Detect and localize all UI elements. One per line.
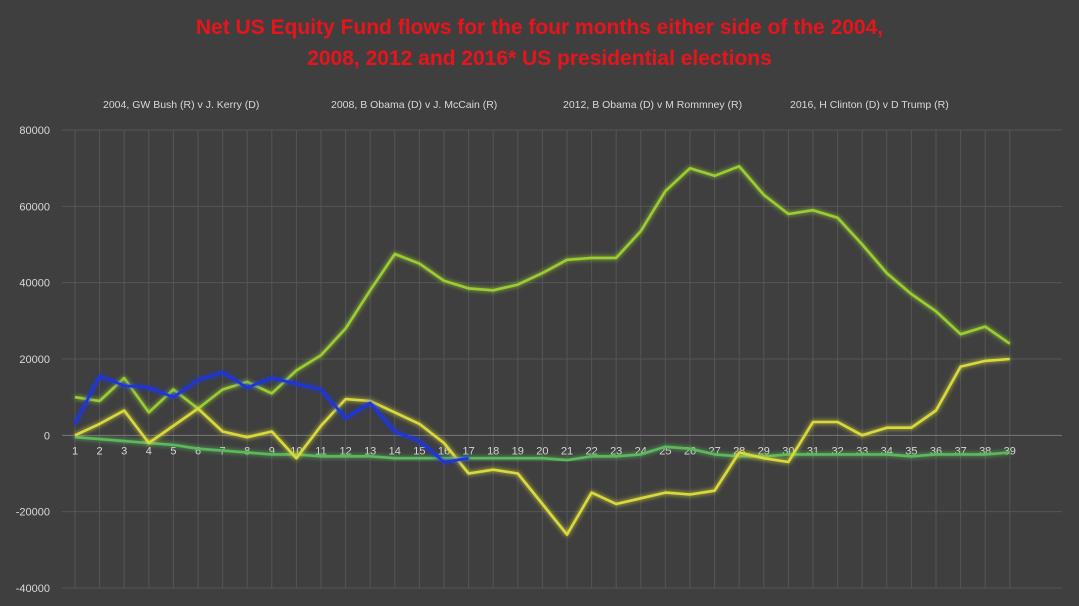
x-tick-label: 3 [121,445,127,457]
y-tick-label: 60000 [19,201,50,213]
series-line-4 [73,371,469,464]
x-tick-label: 13 [364,445,376,457]
x-tick-label: 9 [269,445,275,457]
x-tick-label: 20 [536,445,548,457]
y-tick-label: -40000 [16,583,50,595]
y-tick-label: 80000 [19,125,50,137]
x-tick-label: 11 [315,445,326,457]
x-tick-label: 17 [462,445,474,457]
x-tick-label: 23 [610,445,622,457]
x-tick-label: 12 [339,445,351,457]
x-tick-label: 2 [97,445,103,457]
x-tick-label: 35 [905,445,917,457]
legend-label: 2012, B Obama (D) v M Rommney (R) [563,99,742,111]
x-tick-label: 1 [72,445,78,457]
series-line-1 [74,435,1010,462]
x-tick-label: 19 [512,445,524,457]
x-tick-label: 21 [561,445,573,457]
x-tick-label: 29 [758,445,770,457]
x-tick-label: 5 [170,445,176,457]
legend-label: 2016, H Clinton (D) v D Trump (R) [790,99,949,111]
legend-label: 2004, GW Bush (R) v J. Kerry (D) [103,99,259,111]
chart-title-line-2: 2008, 2012 and 2016* US presidential ele… [307,47,772,70]
series-line-3 [74,357,1010,536]
x-tick-label: 14 [389,445,401,457]
x-tick-label: 15 [413,445,425,457]
x-tick-label: 18 [487,445,499,457]
y-tick-label: 20000 [19,354,50,366]
x-tick-label: 4 [146,445,152,457]
x-tick-label: 6 [195,445,201,457]
x-tick-label: 22 [585,445,597,457]
y-tick-label: 0 [44,430,50,442]
x-tick-label: 39 [1004,445,1016,457]
series-line-2 [74,165,1011,414]
y-tick-label: 40000 [19,278,50,290]
legend-label: 2008, B Obama (D) v J. McCain (R) [331,99,497,111]
y-tick-label: -20000 [16,507,50,519]
chart-title-line-1: Net US Equity Fund flows for the four mo… [195,16,884,39]
